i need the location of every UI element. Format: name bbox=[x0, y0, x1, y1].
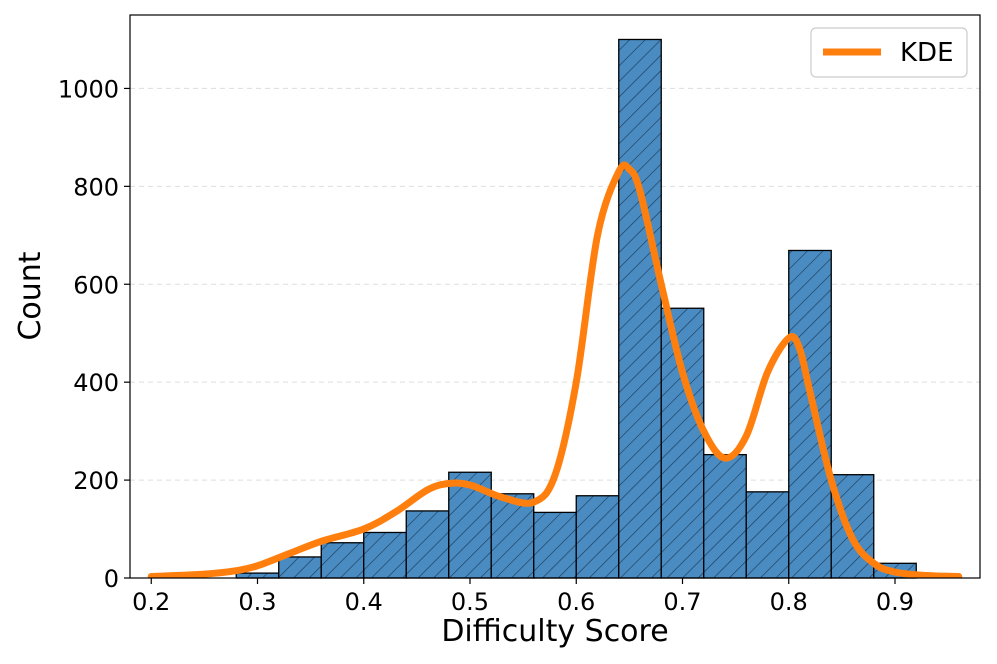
histogram-bar bbox=[235, 572, 280, 579]
y-tick-label: 0 bbox=[104, 565, 119, 593]
x-axis-title: Difficulty Score bbox=[441, 614, 668, 649]
y-tick-label: 600 bbox=[73, 271, 119, 299]
histogram-bar bbox=[703, 453, 747, 579]
y-axis-ticks: 0 200 400 600 800 1000 bbox=[58, 75, 130, 593]
kde-series bbox=[147, 161, 963, 578]
histogram-bar bbox=[660, 307, 705, 579]
histogram-bar bbox=[278, 556, 322, 579]
x-tick-label: 0.5 bbox=[451, 588, 489, 616]
histogram-bar bbox=[405, 510, 450, 579]
x-axis-ticks: 0.2 0.3 0.4 0.5 0.6 0.7 0.8 0.9 bbox=[132, 578, 914, 616]
gridlines bbox=[130, 87, 980, 481]
kde-line bbox=[147, 161, 963, 578]
x-tick-label: 0.2 bbox=[132, 588, 170, 616]
histogram-bar bbox=[320, 542, 365, 579]
histogram-bar bbox=[575, 495, 620, 579]
legend-kde-label: KDE bbox=[900, 38, 954, 68]
x-tick-label: 0.4 bbox=[345, 588, 383, 616]
y-tick-label: 800 bbox=[73, 173, 119, 201]
histogram-bar bbox=[533, 511, 577, 579]
histogram-bar bbox=[363, 531, 407, 579]
legend: KDE bbox=[810, 27, 968, 78]
legend-box bbox=[810, 27, 968, 78]
y-axis-title: Count bbox=[13, 251, 48, 340]
histogram-bar bbox=[788, 249, 832, 579]
y-tick-label: 400 bbox=[73, 369, 119, 397]
x-tick-label: 0.6 bbox=[557, 588, 595, 616]
histogram-bar bbox=[618, 38, 662, 579]
x-tick-label: 0.9 bbox=[876, 588, 914, 616]
x-tick-label: 0.8 bbox=[770, 588, 808, 616]
plot-frame bbox=[129, 14, 981, 579]
histogram-bar bbox=[745, 491, 790, 579]
y-tick-label: 1000 bbox=[58, 75, 119, 103]
y-tick-label: 200 bbox=[73, 467, 119, 495]
x-tick-label: 0.7 bbox=[663, 588, 701, 616]
histogram-bars bbox=[235, 38, 917, 579]
x-tick-label: 0.3 bbox=[238, 588, 276, 616]
